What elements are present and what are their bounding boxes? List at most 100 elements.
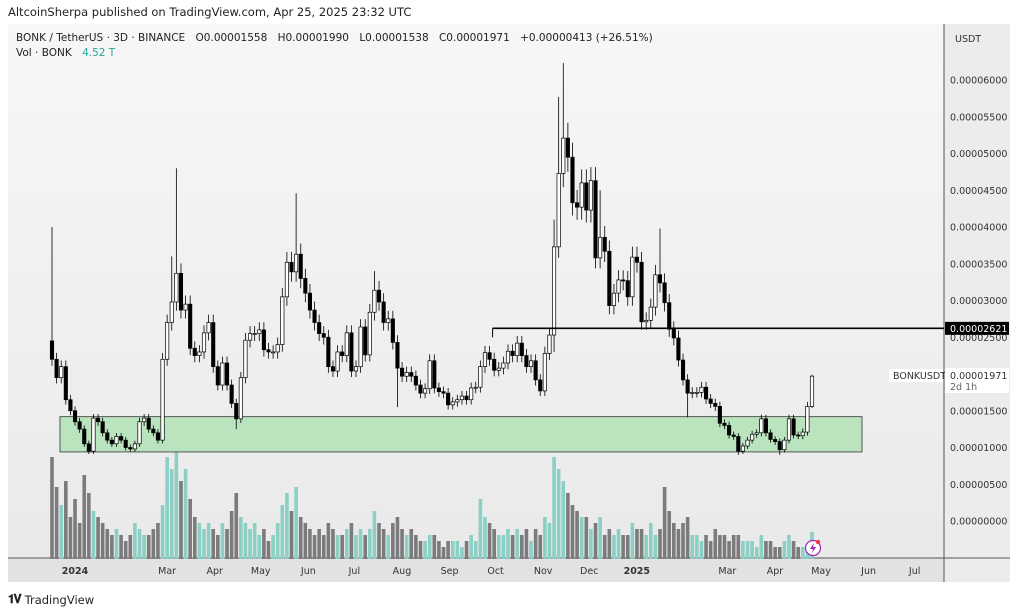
volume-bar xyxy=(114,529,119,559)
candle-body xyxy=(579,182,584,208)
volume-bar xyxy=(225,529,229,559)
time-tick-label: 2025 xyxy=(624,566,650,577)
candle-body xyxy=(376,289,382,303)
volume-bar xyxy=(340,535,344,559)
volume-bar xyxy=(303,523,308,559)
volume-bar xyxy=(556,469,561,559)
volume-bar xyxy=(59,505,64,559)
time-tick-label: 2024 xyxy=(62,566,89,577)
candle-body xyxy=(791,418,796,436)
volume-bar xyxy=(529,541,533,559)
volume-bar xyxy=(676,529,681,559)
volume-bar xyxy=(593,523,598,559)
volume-bar xyxy=(464,541,469,559)
candle-body xyxy=(704,386,709,400)
candle-body xyxy=(750,433,755,441)
volume-bar xyxy=(699,541,704,559)
price-tick-label: 0.00005500 xyxy=(950,112,1007,123)
volume-bar xyxy=(787,535,791,559)
volume-bar xyxy=(607,529,612,559)
volume-bar xyxy=(736,535,741,559)
candle-body xyxy=(234,403,239,420)
volume-bar xyxy=(635,529,639,559)
candle-body xyxy=(261,329,266,351)
volume-bar xyxy=(427,535,432,559)
candle-body xyxy=(178,272,184,311)
volume-bar xyxy=(685,517,690,559)
candle-body xyxy=(289,261,294,273)
candle-body xyxy=(330,366,336,372)
time-axis[interactable] xyxy=(8,558,1010,582)
time-tick-label: Sep xyxy=(441,566,459,577)
price-tick-label: 0.00002500 xyxy=(950,333,1007,344)
candle-body xyxy=(192,347,197,356)
candle-body xyxy=(676,337,681,361)
volume-bar xyxy=(658,529,662,559)
volume-label: Vol · BONK xyxy=(16,47,72,59)
volume-bar xyxy=(391,523,395,559)
volume-bar xyxy=(404,535,409,559)
time-tick-label: Jul xyxy=(348,566,360,577)
candle-body xyxy=(358,326,363,367)
volume-bar xyxy=(110,535,114,559)
candle-body xyxy=(201,332,207,353)
candle-body xyxy=(607,250,612,306)
candle-body xyxy=(487,352,492,360)
volume-bar xyxy=(441,547,446,559)
candle-body xyxy=(699,386,704,393)
tradingview-logo-icon[interactable]: 𝟏𝐕 xyxy=(8,592,22,606)
volume-bar xyxy=(800,547,805,559)
time-tick-label: Apr xyxy=(206,566,223,577)
candle-body xyxy=(556,172,561,248)
candle-body xyxy=(386,318,391,323)
candle-body xyxy=(519,342,524,356)
candle-body xyxy=(496,367,501,371)
volume-bar xyxy=(648,523,653,559)
volume-bar xyxy=(598,517,602,559)
lightning-icon[interactable] xyxy=(804,539,822,557)
candle-body xyxy=(455,399,460,403)
candle-body xyxy=(86,443,91,452)
volume-bar xyxy=(289,511,294,559)
candle-body xyxy=(68,399,73,412)
candle-body xyxy=(482,352,488,367)
candle-body xyxy=(588,180,593,211)
volume-bar xyxy=(414,535,418,559)
candle-body xyxy=(432,360,437,389)
candle-body xyxy=(298,253,303,279)
volume-bar xyxy=(96,517,100,559)
volume-bar xyxy=(552,457,556,559)
price-tick-label: 0.00004500 xyxy=(950,186,1007,197)
volume-bar xyxy=(137,529,142,559)
candle-body xyxy=(220,362,225,386)
candle-body xyxy=(464,395,469,401)
candle-body xyxy=(155,432,160,441)
volume-bar xyxy=(54,487,59,559)
candle-body xyxy=(243,339,248,379)
candle-body xyxy=(805,406,810,433)
candle-body xyxy=(229,384,234,404)
volume-bar xyxy=(119,535,123,559)
symbol-title[interactable]: BONK / TetherUS · 3D · BINANCE xyxy=(16,32,186,44)
candle-body xyxy=(492,358,497,371)
volume-bar xyxy=(612,535,616,559)
candle-body xyxy=(680,359,686,381)
volume-bar xyxy=(644,535,648,559)
candle-body xyxy=(611,292,616,306)
candle-body xyxy=(505,350,511,364)
candle-body xyxy=(165,322,170,360)
volume-bar xyxy=(773,547,777,559)
volume-bar xyxy=(639,529,644,559)
candle-body xyxy=(782,439,787,451)
volume-bar xyxy=(275,523,280,559)
price-axis[interactable] xyxy=(944,24,1010,582)
footer-brand[interactable]: TradingView xyxy=(24,592,95,607)
candle-body xyxy=(344,332,349,356)
candle-body xyxy=(266,349,271,353)
candle-body xyxy=(561,137,566,174)
candle-body xyxy=(353,366,359,372)
candle-body xyxy=(105,432,110,441)
volume-bar xyxy=(575,511,579,559)
volume-bar xyxy=(713,529,718,559)
